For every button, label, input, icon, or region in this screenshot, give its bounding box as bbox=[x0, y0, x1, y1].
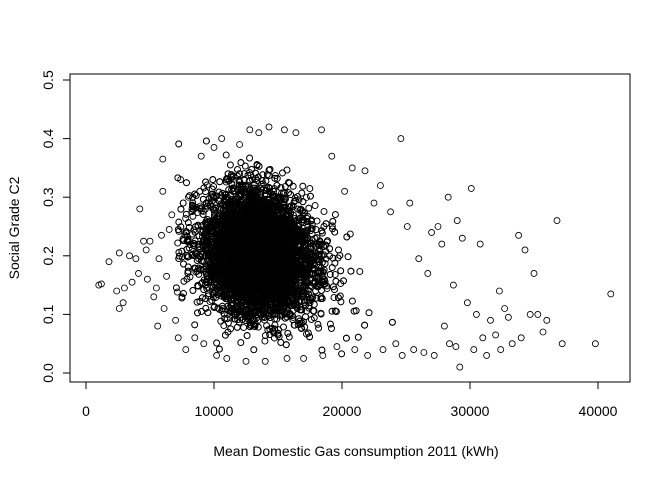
data-points bbox=[95, 123, 615, 371]
data-point bbox=[302, 194, 310, 201]
data-point bbox=[196, 202, 204, 210]
data-point bbox=[173, 288, 181, 296]
